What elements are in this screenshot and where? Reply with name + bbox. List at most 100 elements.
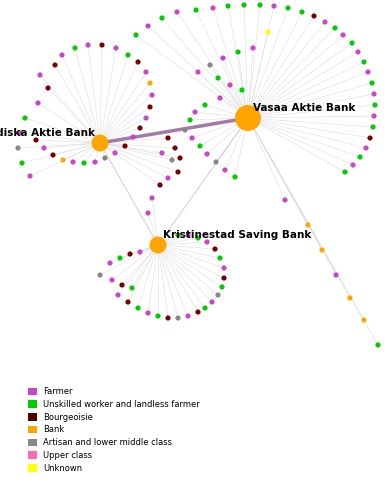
Point xyxy=(41,144,47,152)
Point xyxy=(112,149,118,157)
Point xyxy=(319,246,325,254)
Point xyxy=(135,304,141,312)
Point xyxy=(113,44,119,52)
Point xyxy=(92,158,98,166)
Point xyxy=(81,159,87,167)
Point xyxy=(367,134,373,142)
Point xyxy=(165,314,171,322)
Point xyxy=(350,161,356,169)
Point xyxy=(311,12,317,20)
Point xyxy=(52,61,58,69)
Point xyxy=(17,129,23,137)
Legend: Farmer, Unskilled worker and landless farmer, Bourgeoisie, Bank, Artisan and low: Farmer, Unskilled worker and landless fa… xyxy=(24,383,204,477)
Point xyxy=(97,271,103,279)
Point xyxy=(117,254,123,262)
Point xyxy=(369,79,375,87)
Point xyxy=(129,284,135,292)
Point xyxy=(225,2,231,10)
Point xyxy=(217,254,223,262)
Point xyxy=(174,8,180,16)
Point xyxy=(72,44,78,52)
Point xyxy=(212,245,218,253)
Point xyxy=(149,194,155,202)
Point xyxy=(155,312,161,320)
Point xyxy=(361,58,367,66)
Point xyxy=(322,18,328,26)
Point xyxy=(371,90,377,98)
Point xyxy=(155,241,161,249)
Point xyxy=(372,101,378,109)
Point xyxy=(232,173,238,181)
Point xyxy=(193,6,199,14)
Point xyxy=(257,1,263,9)
Point xyxy=(202,101,208,109)
Point xyxy=(145,22,151,30)
Point xyxy=(245,114,251,122)
Point xyxy=(195,234,201,242)
Text: Kristinestad Saving Bank: Kristinestad Saving Bank xyxy=(163,230,312,240)
Point xyxy=(235,48,241,56)
Point xyxy=(239,86,245,94)
Point xyxy=(340,31,346,39)
Point xyxy=(371,112,377,120)
Point xyxy=(70,158,76,166)
Point xyxy=(333,271,339,279)
Point xyxy=(182,126,188,134)
Point xyxy=(175,231,181,239)
Point xyxy=(250,44,256,52)
Text: Vasaa Aktie Bank: Vasaa Aktie Bank xyxy=(253,103,355,113)
Point xyxy=(213,158,219,166)
Point xyxy=(365,68,371,76)
Point xyxy=(221,264,227,272)
Point xyxy=(143,68,149,76)
Point xyxy=(222,166,228,174)
Point xyxy=(347,294,353,302)
Point xyxy=(147,103,153,111)
Point xyxy=(357,153,363,161)
Point xyxy=(210,4,216,12)
Point xyxy=(204,150,210,158)
Point xyxy=(241,1,247,9)
Point xyxy=(215,291,221,299)
Point xyxy=(50,151,56,159)
Point xyxy=(145,309,151,317)
Point xyxy=(125,51,131,59)
Point xyxy=(137,248,143,256)
Point xyxy=(45,84,51,92)
Text: Nordiska Aktie Bank: Nordiska Aktie Bank xyxy=(0,128,95,138)
Point xyxy=(175,168,181,176)
Point xyxy=(363,144,369,152)
Point xyxy=(143,114,149,122)
Point xyxy=(157,181,163,189)
Point xyxy=(102,154,108,162)
Point xyxy=(37,71,43,79)
Point xyxy=(97,139,103,147)
Point xyxy=(137,124,143,132)
Point xyxy=(159,14,165,22)
Point xyxy=(305,221,311,229)
Point xyxy=(133,31,139,39)
Point xyxy=(375,341,381,349)
Point xyxy=(115,291,121,299)
Point xyxy=(22,114,28,122)
Point xyxy=(209,298,215,306)
Point xyxy=(165,134,171,142)
Point xyxy=(159,149,165,157)
Point xyxy=(135,58,141,66)
Point xyxy=(342,168,348,176)
Point xyxy=(265,28,271,36)
Point xyxy=(219,283,225,291)
Point xyxy=(99,41,105,49)
Point xyxy=(147,79,153,87)
Point xyxy=(204,238,210,246)
Point xyxy=(185,231,191,239)
Point xyxy=(177,154,183,162)
Point xyxy=(187,116,193,124)
Point xyxy=(207,61,213,69)
Point xyxy=(60,156,66,164)
Point xyxy=(109,276,115,284)
Point xyxy=(107,259,113,267)
Point xyxy=(227,81,233,89)
Point xyxy=(370,123,376,131)
Point xyxy=(145,209,151,217)
